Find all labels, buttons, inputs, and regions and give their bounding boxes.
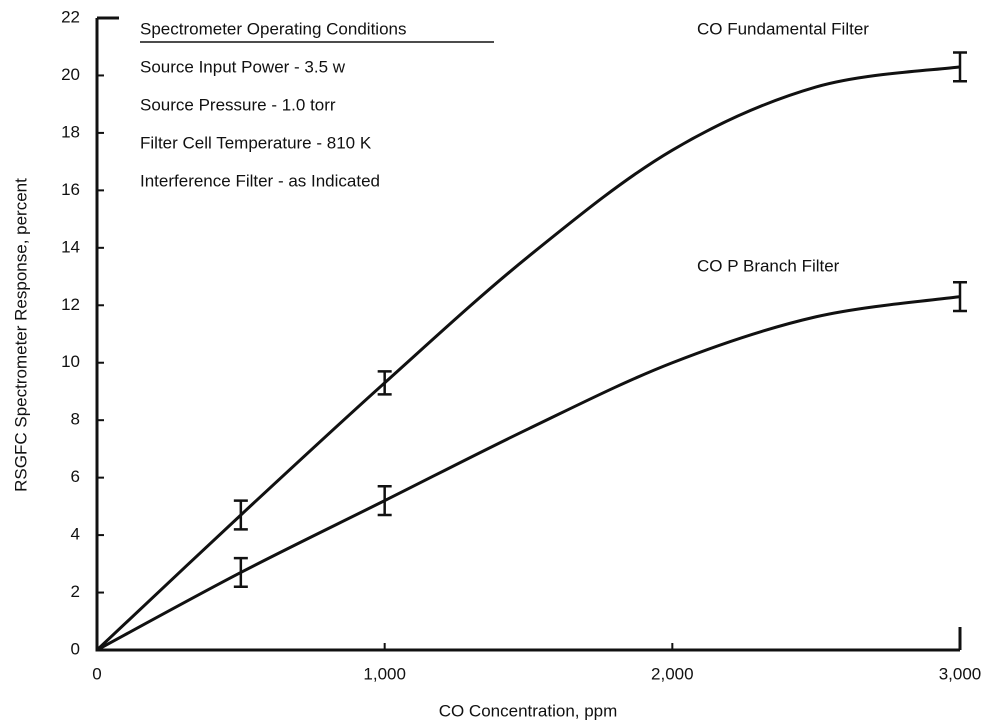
x-tick-label: 0 [92,664,101,683]
error-bar [377,485,392,517]
y-tick-label: 16 [61,180,80,199]
x-axis-label: CO Concentration, ppm [439,701,618,720]
error-bar [377,370,392,396]
y-tick-label: 2 [71,582,80,601]
y-tick-label: 0 [71,639,80,658]
error-bar [233,499,248,531]
y-tick-label: 18 [61,122,80,141]
y-axis-label: RSGFC Spectrometer Response, percent [11,178,30,492]
error-bar [953,51,967,83]
y-tick-label: 14 [61,237,80,256]
annotation-line: Filter Cell Temperature - 810 K [140,133,372,152]
curve [95,65,961,652]
x-tick-label: 1,000 [363,664,406,683]
y-tick-label: 8 [71,410,80,429]
annotation-line: Interference Filter - as Indicated [140,171,380,190]
annotation-title: Spectrometer Operating Conditions [140,19,406,38]
error-bar [953,281,967,313]
y-tick-label: 20 [61,65,80,84]
y-tick-label: 4 [71,525,80,544]
y-tick-label: 6 [71,467,80,486]
y-tick-label: 22 [61,7,80,26]
y-tick-label: 12 [61,295,80,314]
series-label: CO P Branch Filter [697,256,840,275]
annotation-line: Source Input Power - 3.5 w [140,57,346,76]
curve [96,295,961,652]
y-tick-label: 10 [61,352,80,371]
annotation-line: Source Pressure - 1.0 torr [140,95,336,114]
series-label: CO Fundamental Filter [697,19,869,38]
x-tick-label: 3,000 [939,664,982,683]
x-tick-label: 2,000 [651,664,694,683]
error-bar [233,556,248,589]
